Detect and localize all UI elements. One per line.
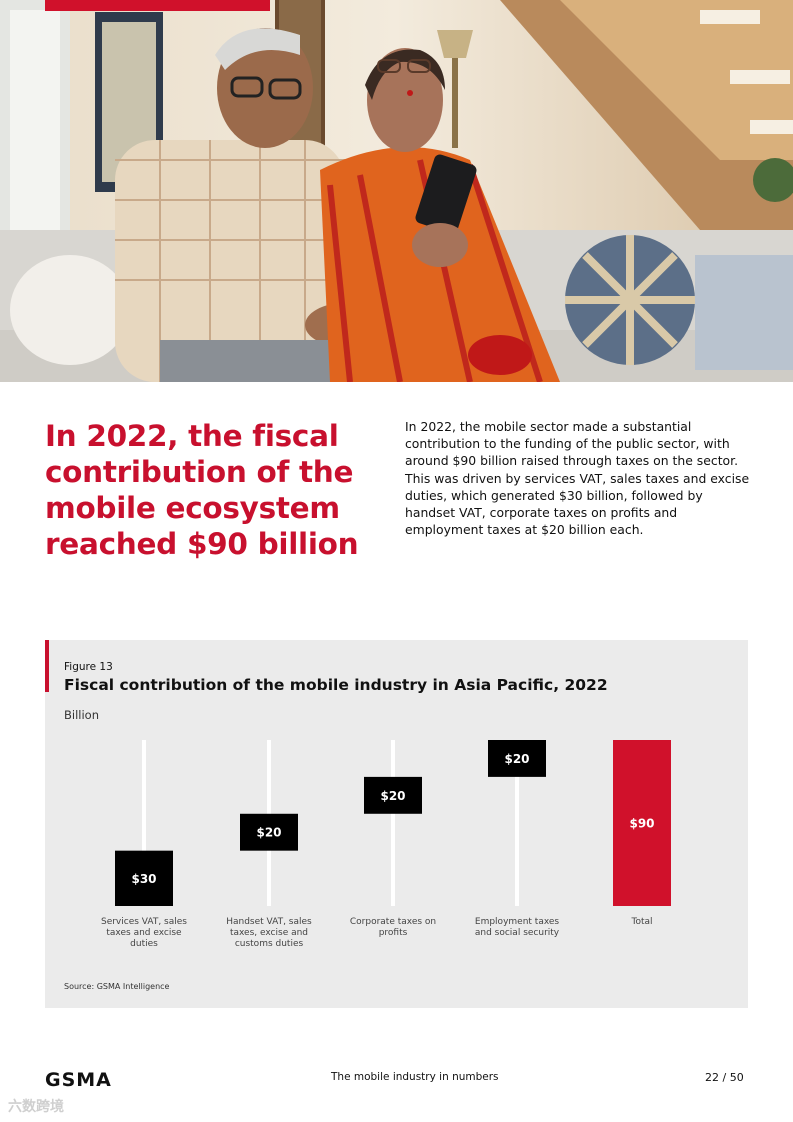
figure-panel: Figure 13 Fiscal contribution of the mob… — [45, 640, 748, 1008]
footer-title: The mobile industry in numbers — [331, 1071, 499, 1083]
bar-2 — [364, 776, 422, 814]
waterfall-chart: $30 Services VAT, sales taxes and excise du… — [101, 740, 671, 949]
figure-unit-label: Billion — [64, 708, 99, 722]
bar-1 — [240, 813, 298, 851]
gsma-logo: GSMA — [45, 1069, 112, 1091]
hero-photo — [0, 0, 793, 382]
headline: In 2022, the fiscal contribution of the … — [45, 419, 359, 561]
category-label: Total — [630, 917, 652, 927]
category-label: Handset VAT, sales taxes, excise and custo… — [226, 917, 312, 949]
category-label: Services VAT, sales taxes and excise dutie… — [101, 917, 187, 949]
page-number: 22 / 50 — [705, 1071, 744, 1084]
bar-value-label: $20 — [380, 789, 405, 803]
category-label: Corporate taxes on profits — [350, 917, 436, 938]
figure-accent-bar — [45, 640, 49, 692]
bar-value-label: $30 — [131, 872, 156, 886]
bar-4 — [613, 740, 671, 906]
figure-label: Figure 13 — [64, 661, 113, 673]
intro-paragraph: In 2022, the mobile sector made a substa… — [405, 419, 750, 538]
bar-3 — [488, 740, 546, 777]
category-label: Employment taxes and social security — [475, 917, 560, 938]
watermark: 六数跨境 — [8, 1099, 64, 1115]
bar-value-label: $20 — [256, 826, 281, 840]
bar-value-label: $20 — [504, 752, 529, 766]
bar-value-label: $90 — [629, 817, 654, 831]
hero-photo-illustration — [0, 0, 793, 382]
bar-0 — [115, 850, 173, 906]
red-accent-bar — [45, 0, 270, 11]
figure-source: Source: GSMA Intelligence — [64, 982, 170, 991]
figure-title: Fiscal contribution of the mobile indust… — [64, 676, 608, 694]
